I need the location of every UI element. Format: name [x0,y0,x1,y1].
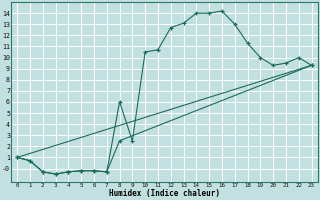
X-axis label: Humidex (Indice chaleur): Humidex (Indice chaleur) [109,189,220,198]
